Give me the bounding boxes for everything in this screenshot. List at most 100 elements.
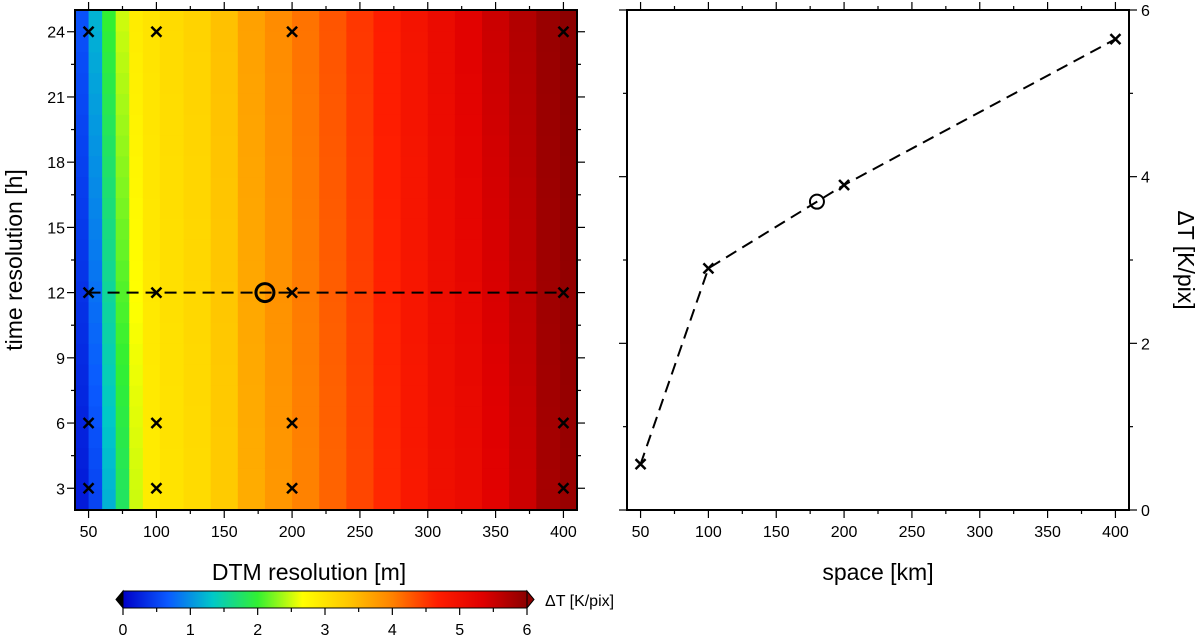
heatmap-cell [142, 364, 161, 386]
heatmap-cell [102, 385, 117, 407]
heatmap-cell [115, 114, 130, 136]
heatmap-cell [183, 301, 212, 324]
heatmap-cell [346, 405, 375, 428]
series-point-marker [838, 179, 850, 191]
heatmap-cell [454, 343, 483, 365]
heatmap-cell [346, 30, 375, 53]
heatmap-cell [237, 239, 266, 261]
heatmap-cell [509, 155, 537, 178]
heatmap-cell [102, 468, 117, 490]
series-line [639, 38, 1116, 465]
heatmap-cell [264, 218, 293, 240]
heatmap-cell [560, 364, 578, 386]
heatmap-cell [509, 72, 537, 94]
sample-point-marker [82, 25, 95, 38]
colorbar-min-arrow [115, 589, 124, 610]
heatmap-cell [210, 343, 239, 365]
heatmap-cell [159, 114, 185, 136]
heatmap-cell [264, 489, 293, 511]
heatmap-cell [159, 426, 185, 449]
heatmap-cell [183, 447, 212, 469]
heatmap-cell [454, 301, 483, 324]
heatmap-cell [102, 489, 117, 511]
heatmap-cell [264, 426, 293, 449]
heatmap-cell [142, 30, 161, 53]
heatmap-cell [159, 10, 185, 32]
heatmap-cell [560, 447, 578, 469]
line-y-axis-title: ΔT [K/pix] [1173, 210, 1199, 309]
heatmap-cell [400, 135, 429, 157]
heatmap-cell [102, 176, 117, 199]
heatmap-cell [509, 114, 537, 136]
heatmap-cell [509, 239, 537, 261]
heatmap-cell [482, 447, 510, 469]
heatmap-cell [183, 135, 212, 157]
heatmap-cell [237, 135, 266, 157]
heatmap-cell [400, 218, 429, 240]
heatmap-cell [319, 426, 347, 449]
heatmap-cell [292, 93, 320, 115]
heatmap-cell [75, 301, 90, 324]
heatmap-cell [319, 405, 347, 428]
heatmap-cell [142, 301, 161, 324]
heatmap-cell [292, 176, 320, 199]
heatmap-cell [237, 155, 266, 178]
heatmap-cell [102, 51, 117, 74]
heatmap-cell [237, 10, 266, 32]
heatmap-cell [159, 135, 185, 157]
heatmap-cell [509, 489, 537, 511]
heatmap-cell [536, 301, 561, 324]
heatmap-cell [129, 426, 144, 449]
heatmap-cell [292, 426, 320, 449]
heatmap-cell [264, 405, 293, 428]
heatmap-cell [264, 364, 293, 386]
y-tick-label: 24 [47, 25, 65, 42]
heatmap-cell [237, 218, 266, 240]
x-tick-label: 350 [482, 524, 509, 541]
heatmap-cell [75, 176, 90, 199]
heatmap-cell [237, 426, 266, 449]
heatmap-cell [183, 426, 212, 449]
heatmap-cell [102, 135, 117, 157]
heatmap-cell [427, 197, 456, 219]
sample-point-marker [557, 482, 570, 495]
sample-point-marker [82, 482, 95, 495]
heatmap-cell [75, 218, 90, 240]
heatmap-cell [159, 364, 185, 386]
heatmap-cell [129, 322, 144, 344]
heatmap-cell [210, 239, 239, 261]
x-tick-label: 50 [632, 524, 650, 541]
heatmap-cell [88, 135, 103, 157]
heatmap-cell [129, 301, 144, 324]
y-tick-label: 0 [1141, 503, 1150, 520]
heatmap-cell [88, 260, 103, 282]
heatmap-cell [536, 176, 561, 199]
heatmap-cell [560, 176, 578, 199]
heatmap-cell [319, 176, 347, 199]
heatmap-cell [264, 260, 293, 282]
series-point-marker [1109, 33, 1122, 46]
heatmap-cell [482, 280, 510, 303]
heatmap-cell [346, 114, 375, 136]
heatmap-cell [142, 447, 161, 469]
heatmap-cell [102, 218, 117, 240]
heatmap-cell [509, 197, 537, 219]
heatmap-cell [560, 385, 578, 407]
heatmap-cell [482, 426, 510, 449]
heatmap-cell [237, 114, 266, 136]
heatmap-cell [536, 322, 561, 344]
heatmap-cell [373, 239, 402, 261]
heatmap-cell [210, 447, 239, 469]
heatmap-cell [142, 385, 161, 407]
heatmap-cell [319, 51, 347, 74]
heatmap-cell [102, 301, 117, 324]
heatmap-cell [536, 489, 561, 511]
heatmap-cell [346, 155, 375, 178]
heatmap-cell [292, 260, 320, 282]
heatmap-cell [102, 114, 117, 136]
heatmap-cell [373, 301, 402, 324]
heatmap-cell [129, 30, 144, 53]
heatmap-cell [400, 260, 429, 282]
heatmap-cell [509, 364, 537, 386]
